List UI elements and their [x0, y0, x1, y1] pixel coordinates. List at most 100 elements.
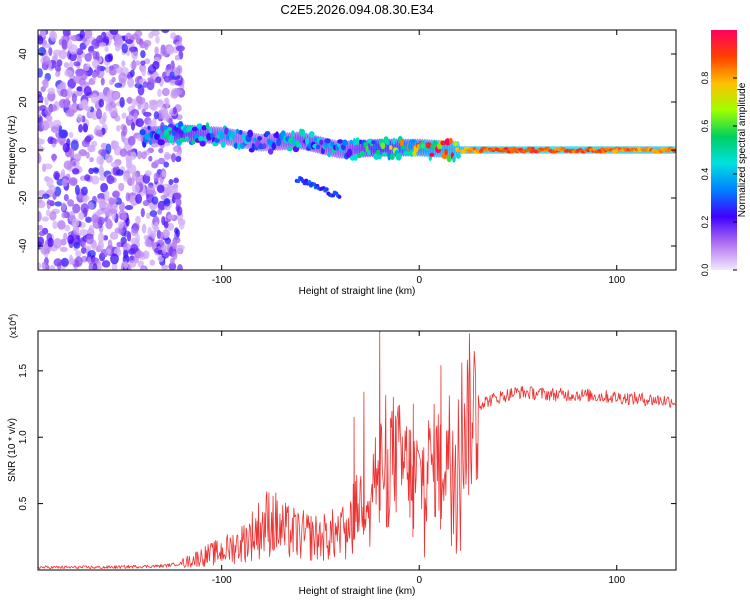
spectrogram-noise-cell — [123, 260, 128, 270]
spectrogram-noise-cell — [91, 214, 100, 223]
spectrogram-noise-cell — [154, 221, 159, 231]
spectrogram-ridge-cell — [323, 142, 329, 149]
spectrogram-noise-cell — [146, 185, 156, 195]
spectrogram-noise-cell — [172, 251, 178, 260]
colorbar-tick-label: 0.0 — [700, 264, 710, 277]
spectrogram-ridge-cell — [230, 131, 236, 140]
spectrogram-noise-cell — [104, 54, 113, 63]
spectrogram-noise-cell — [72, 203, 81, 214]
spectrogram-noise-cell — [91, 71, 98, 78]
spectrogram-ridge-cell — [342, 139, 348, 146]
spectrogram-ridge-cell — [392, 137, 396, 145]
spectrogram-ridge-cell — [179, 137, 186, 143]
spectrogram-noise-cell — [105, 248, 112, 255]
spectrogram-noise-cell — [114, 44, 121, 52]
spectrogram-streak-cell — [296, 179, 301, 184]
spectrogram-noise-cell — [73, 75, 82, 84]
spectrogram-noise-cell — [60, 257, 70, 267]
spectrogram-noise-cell — [171, 152, 176, 163]
spectrogram-noise-cell — [60, 88, 69, 98]
spectrogram-noise-cell — [127, 135, 136, 146]
spectrogram-noise-cell — [63, 160, 73, 170]
spectrogram-noise-cell — [161, 113, 170, 121]
spectrogram-ridge-cell — [380, 142, 386, 150]
spectrogram-noise-cell — [154, 159, 160, 167]
spectrogram-noise-cell — [47, 237, 54, 248]
spectrogram-noise-cell — [135, 233, 141, 244]
spectrogram-noise-cell — [121, 60, 126, 67]
spectrogram-noise-cell — [167, 214, 175, 220]
spectrogram-noise-cell — [150, 230, 157, 239]
snr-x-tick-label: 100 — [608, 575, 625, 586]
spectrogram-noise-cell — [106, 175, 115, 185]
spectrogram-noise-cell — [163, 229, 170, 239]
spectrogram-noise-cell — [125, 217, 130, 227]
spectrogram-noise-cell — [110, 253, 119, 265]
spectrogram-ridge-cell — [208, 127, 213, 134]
spectrogram-noise-cell — [146, 212, 151, 220]
spectrogram-noise-cell — [114, 34, 123, 46]
spectrogram-noise-cell — [96, 198, 105, 204]
spectrogram-noise-cell — [38, 137, 43, 145]
spectrogram-noise-cell — [72, 225, 80, 235]
spectrogram-noise-cell — [78, 212, 85, 220]
spectrogram-noise-cell — [98, 148, 107, 156]
snr-x-axis-label: Height of straight line (km) — [299, 586, 416, 597]
spectrogram-noise-cell — [88, 167, 94, 175]
spectrogram-noise-cell — [163, 161, 170, 168]
spectrogram-noise-cell — [108, 197, 114, 205]
spectrogram-noise-cell — [177, 264, 183, 270]
spectrogram-ridge-cell — [395, 153, 402, 161]
chart-title: C2E5.2026.094.08.30.E34 — [280, 2, 433, 17]
spectrogram-noise-cell — [38, 224, 43, 231]
spectrogram-noise-cell — [112, 190, 120, 198]
spectrogram-noise-cell — [63, 232, 68, 241]
spectrogram-ridge-cell — [196, 123, 203, 130]
spectrogram-noise-cell — [52, 138, 59, 145]
spectrogram-noise-cell — [101, 260, 111, 268]
spectrogram-ridge-cell — [252, 137, 257, 143]
spectrogram-noise-cell — [155, 76, 162, 84]
spectrogram-noise-cell — [81, 186, 88, 196]
spectrogram-ridge-cell — [210, 133, 215, 139]
spectrogram-noise-cell — [156, 184, 165, 194]
spectrogram-noise-cell — [85, 234, 94, 245]
spectrogram-noise-cell — [111, 262, 118, 270]
spectrogram-noise-cell — [46, 115, 53, 122]
snr-y-tick-label: 1.5 — [18, 363, 29, 377]
spectrogram-noise-cell — [44, 96, 49, 106]
spectrogram-noise-cell — [137, 97, 146, 105]
spectrogram-ridge-cell — [425, 142, 432, 149]
spectrogram-noise-cell — [157, 157, 166, 165]
spectrogram-noise-cell — [97, 240, 104, 251]
spectrogram-noise-cell — [141, 103, 149, 109]
spectrogram-noise-cell — [126, 157, 133, 168]
spectrogram-noise-cell — [49, 211, 57, 221]
spectrogram-ridge-cell — [444, 148, 448, 156]
spectrogram-noise-cell — [137, 150, 142, 160]
spectrogram-noise-cell — [153, 111, 159, 120]
spectrogram-noise-cell — [38, 262, 42, 270]
colorbar-ticks: 0.0 0.2 0.4 0.6 0.8 — [700, 72, 737, 277]
spectrogram-noise-cell — [135, 118, 145, 128]
spectrogram-noise-cell — [96, 64, 101, 76]
colorbar-tick-label: 0.8 — [700, 72, 710, 85]
spectrogram-noise-cell — [67, 199, 75, 207]
snr-y-ticks: 0.5 1.0 1.5 — [18, 363, 676, 511]
spectrogram-ridge-cell — [233, 142, 238, 149]
spectrogram-ridge-cell — [251, 142, 256, 151]
spectrogram-noise-cell — [135, 215, 141, 225]
spectrogram-noise-cell — [38, 115, 44, 125]
spectrogram-streak-cell — [324, 187, 329, 192]
spectrogram-noise-cell — [88, 224, 94, 236]
spectrogram-ridge-cell — [337, 139, 344, 144]
spectrogram-noise-cell — [40, 244, 49, 250]
spectrogram-noise-cell — [104, 190, 110, 202]
spectrogram-ridge-cell — [499, 146, 504, 151]
spectrogram-ridge-cell — [166, 126, 173, 132]
spectrogram-noise-cell — [161, 30, 170, 34]
spectrogram-noise-cell — [38, 94, 44, 103]
spectrogram-noise-cell — [140, 50, 146, 59]
spectrogram-noise-cell — [95, 129, 103, 137]
spectrogram-noise-cell — [78, 149, 87, 157]
